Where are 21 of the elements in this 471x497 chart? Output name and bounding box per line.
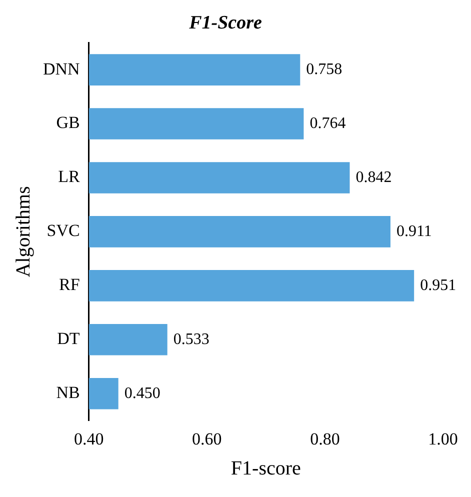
data-label: 0.951 [420, 276, 456, 294]
y-tick-label: RF [59, 275, 80, 294]
y-tick-label: SVC [46, 221, 80, 240]
x-tick-label: 0.40 [74, 429, 104, 448]
chart-title: F1-Score [188, 12, 262, 34]
data-label: 0.758 [306, 60, 342, 78]
data-label: 0.911 [396, 222, 432, 240]
data-label: 0.764 [310, 114, 346, 132]
data-label: 0.450 [124, 384, 160, 402]
y-axis-title: Algorithms [12, 186, 34, 278]
data-label: 0.842 [356, 168, 392, 186]
y-tick-label: LR [58, 167, 80, 186]
y-tick-label: DT [57, 329, 80, 348]
x-tick-label: 0.80 [310, 429, 340, 448]
y-tick-label: NB [56, 383, 80, 402]
data-label: 0.533 [173, 330, 210, 348]
x-axis-title: F1-score [230, 457, 302, 480]
y-tick-label: DNN [42, 59, 80, 78]
x-tick-label: 0.60 [192, 429, 222, 448]
x-tick-label: 1.00 [428, 429, 458, 448]
y-tick-label: GB [56, 113, 80, 132]
